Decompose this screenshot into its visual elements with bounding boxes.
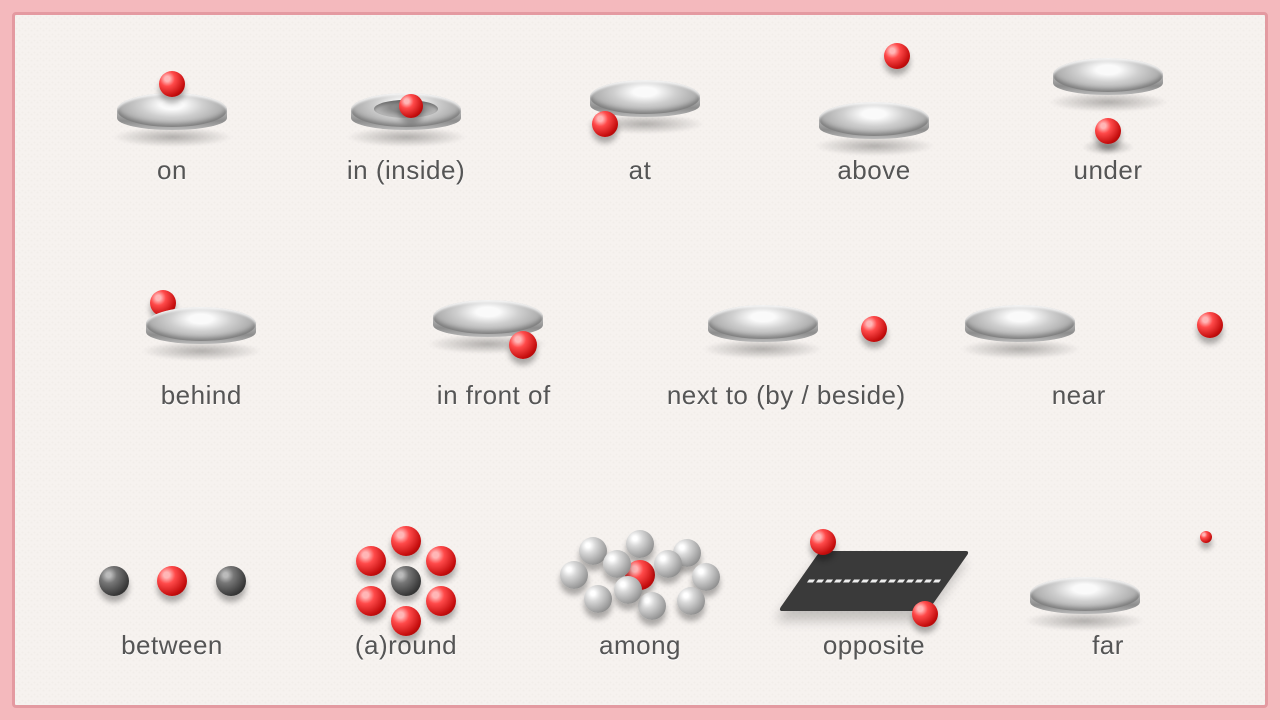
preposition-next-to: next to (by / beside) <box>640 270 933 411</box>
red-ball-icon <box>810 529 836 555</box>
preposition-label: on <box>55 155 289 186</box>
preposition-behind: behind <box>55 270 348 411</box>
outer-frame: onin (inside)ataboveunder behindin front … <box>0 0 1280 720</box>
illustration <box>757 520 991 630</box>
preposition-on: on <box>55 45 289 186</box>
gray-ball-icon <box>638 592 666 620</box>
dark-ball-icon <box>99 566 129 596</box>
preposition-in-front-of: in front of <box>348 270 641 411</box>
disc-icon <box>1053 58 1163 92</box>
gray-ball-icon <box>603 550 631 578</box>
illustration <box>640 270 933 380</box>
red-ball-icon <box>391 526 421 556</box>
disc-icon <box>1030 577 1140 611</box>
preposition-label: under <box>991 155 1225 186</box>
road-icon <box>778 551 970 611</box>
disc-icon <box>819 102 929 136</box>
preposition-between: between <box>55 520 289 661</box>
preposition-around: (a)round <box>289 520 523 661</box>
preposition-near: near <box>933 270 1226 411</box>
preposition-label: next to (by / beside) <box>640 380 933 411</box>
disc-icon <box>117 93 227 127</box>
red-ball-icon <box>1200 531 1212 543</box>
illustration <box>348 270 641 380</box>
gray-ball-icon <box>584 585 612 613</box>
red-ball-icon <box>884 43 910 69</box>
red-ball-icon <box>399 94 423 118</box>
disc-icon <box>590 80 700 114</box>
disc-icon <box>146 307 256 341</box>
illustration <box>933 270 1226 380</box>
preposition-label: near <box>933 380 1226 411</box>
preposition-at: at <box>523 45 757 186</box>
red-ball-icon <box>157 566 187 596</box>
disc-icon <box>433 300 543 334</box>
preposition-label: opposite <box>757 630 991 661</box>
dark-ball-icon <box>391 566 421 596</box>
red-ball-icon <box>1095 118 1121 144</box>
illustration <box>757 45 991 155</box>
preposition-label: above <box>757 155 991 186</box>
illustration <box>523 45 757 155</box>
disc-icon <box>965 305 1075 339</box>
gray-ball-icon <box>654 550 682 578</box>
preposition-label: in front of <box>348 380 641 411</box>
dark-ball-icon <box>216 566 246 596</box>
preposition-label: far <box>991 630 1225 661</box>
red-ball-icon <box>1197 312 1223 338</box>
illustration <box>55 45 289 155</box>
red-ball-icon <box>592 111 618 137</box>
disc-icon <box>708 305 818 339</box>
preposition-in: in (inside) <box>289 45 523 186</box>
red-ball-icon <box>356 586 386 616</box>
preposition-label: at <box>523 155 757 186</box>
gray-ball-icon <box>626 530 654 558</box>
preposition-opposite: opposite <box>757 520 991 661</box>
illustration <box>289 45 523 155</box>
red-ball-icon <box>861 316 887 342</box>
preposition-label: between <box>55 630 289 661</box>
red-ball-icon <box>426 586 456 616</box>
preposition-under: under <box>991 45 1225 186</box>
preposition-label: among <box>523 630 757 661</box>
preposition-label: in (inside) <box>289 155 523 186</box>
preposition-among: among <box>523 520 757 661</box>
preposition-far: far <box>991 520 1225 661</box>
illustration <box>523 520 757 630</box>
red-ball-icon <box>509 331 537 359</box>
red-ball-icon <box>426 546 456 576</box>
illustration <box>991 45 1225 155</box>
gray-ball-icon <box>677 587 705 615</box>
gray-ball-icon <box>560 561 588 589</box>
diagram-canvas: onin (inside)ataboveunder behindin front … <box>12 12 1268 708</box>
illustration <box>55 270 348 380</box>
red-ball-icon <box>912 601 938 627</box>
illustration <box>289 520 523 630</box>
illustration <box>55 520 289 630</box>
preposition-label: behind <box>55 380 348 411</box>
illustration <box>991 520 1225 630</box>
preposition-above: above <box>757 45 991 186</box>
red-ball-icon <box>391 606 421 636</box>
red-ball-icon <box>159 71 185 97</box>
red-ball-icon <box>356 546 386 576</box>
